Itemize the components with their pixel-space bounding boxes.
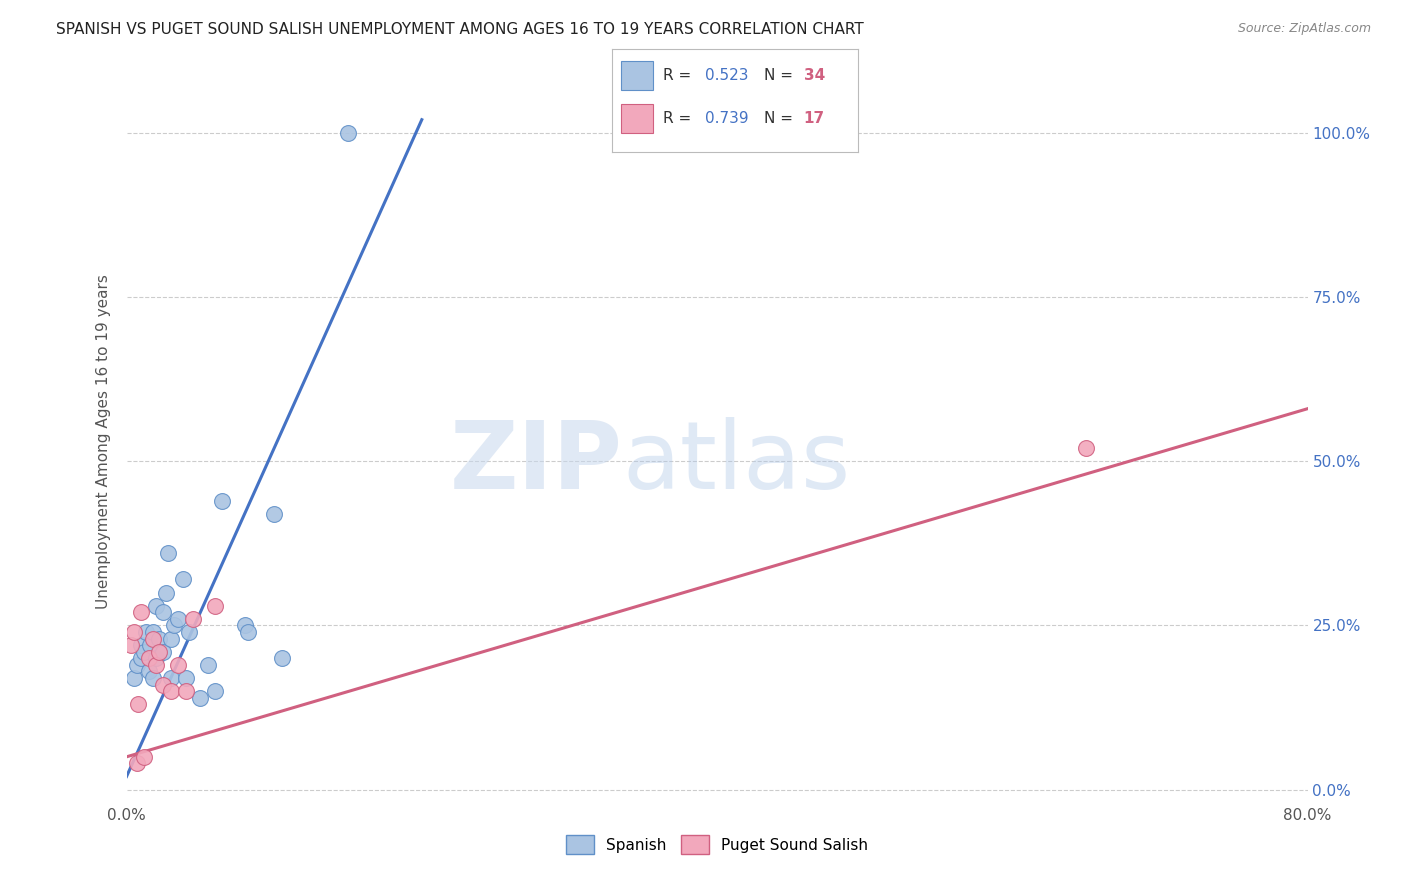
Legend: Spanish, Puget Sound Salish: Spanish, Puget Sound Salish bbox=[560, 830, 875, 860]
Point bbox=[263, 507, 285, 521]
Point bbox=[142, 632, 165, 646]
Point bbox=[125, 756, 148, 771]
Point bbox=[138, 665, 160, 679]
Point bbox=[138, 651, 160, 665]
Point bbox=[129, 651, 153, 665]
Text: R =: R = bbox=[664, 68, 696, 83]
Text: 17: 17 bbox=[804, 112, 825, 127]
Point bbox=[160, 684, 183, 698]
Text: ZIP: ZIP bbox=[450, 417, 623, 509]
Bar bbox=[621, 62, 654, 90]
Point bbox=[156, 546, 179, 560]
Point bbox=[211, 493, 233, 508]
Point bbox=[188, 690, 212, 705]
Point bbox=[129, 605, 153, 619]
Point bbox=[1076, 441, 1098, 455]
Point bbox=[155, 585, 177, 599]
Point bbox=[125, 657, 148, 672]
Point bbox=[134, 645, 156, 659]
Point bbox=[197, 657, 219, 672]
Text: 0.523: 0.523 bbox=[706, 68, 748, 83]
Y-axis label: Unemployment Among Ages 16 to 19 years: Unemployment Among Ages 16 to 19 years bbox=[96, 274, 111, 609]
Point bbox=[676, 126, 699, 140]
Point bbox=[160, 671, 183, 685]
Point bbox=[204, 684, 226, 698]
Point bbox=[270, 651, 292, 665]
Text: N =: N = bbox=[765, 68, 799, 83]
Text: Source: ZipAtlas.com: Source: ZipAtlas.com bbox=[1237, 22, 1371, 36]
Point bbox=[145, 599, 167, 613]
Point bbox=[142, 625, 165, 640]
Point bbox=[129, 638, 153, 652]
Point bbox=[152, 677, 174, 691]
Text: 34: 34 bbox=[804, 68, 825, 83]
Point bbox=[139, 638, 162, 652]
Point bbox=[174, 684, 197, 698]
Point bbox=[148, 645, 170, 659]
Text: R =: R = bbox=[664, 112, 696, 127]
Point bbox=[145, 651, 167, 665]
Point bbox=[135, 625, 157, 640]
Point bbox=[120, 638, 142, 652]
Point bbox=[152, 645, 174, 659]
Point bbox=[148, 632, 170, 646]
Point bbox=[160, 632, 183, 646]
Point bbox=[337, 126, 360, 140]
Point bbox=[181, 612, 204, 626]
Point bbox=[172, 573, 194, 587]
Point bbox=[127, 698, 149, 712]
Text: 0.739: 0.739 bbox=[706, 112, 749, 127]
Point bbox=[204, 599, 226, 613]
Text: atlas: atlas bbox=[623, 417, 851, 509]
Point bbox=[163, 618, 186, 632]
Point bbox=[236, 625, 259, 640]
Point bbox=[152, 605, 174, 619]
Text: SPANISH VS PUGET SOUND SALISH UNEMPLOYMENT AMONG AGES 16 TO 19 YEARS CORRELATION: SPANISH VS PUGET SOUND SALISH UNEMPLOYME… bbox=[56, 22, 865, 37]
Text: N =: N = bbox=[765, 112, 799, 127]
Point bbox=[142, 671, 165, 685]
Point bbox=[177, 625, 200, 640]
Bar bbox=[621, 104, 654, 133]
Point bbox=[145, 657, 167, 672]
Point bbox=[174, 671, 197, 685]
Point bbox=[122, 625, 145, 640]
Point bbox=[167, 657, 190, 672]
Point bbox=[167, 612, 190, 626]
Point bbox=[233, 618, 256, 632]
Point bbox=[122, 671, 145, 685]
Point bbox=[134, 749, 156, 764]
